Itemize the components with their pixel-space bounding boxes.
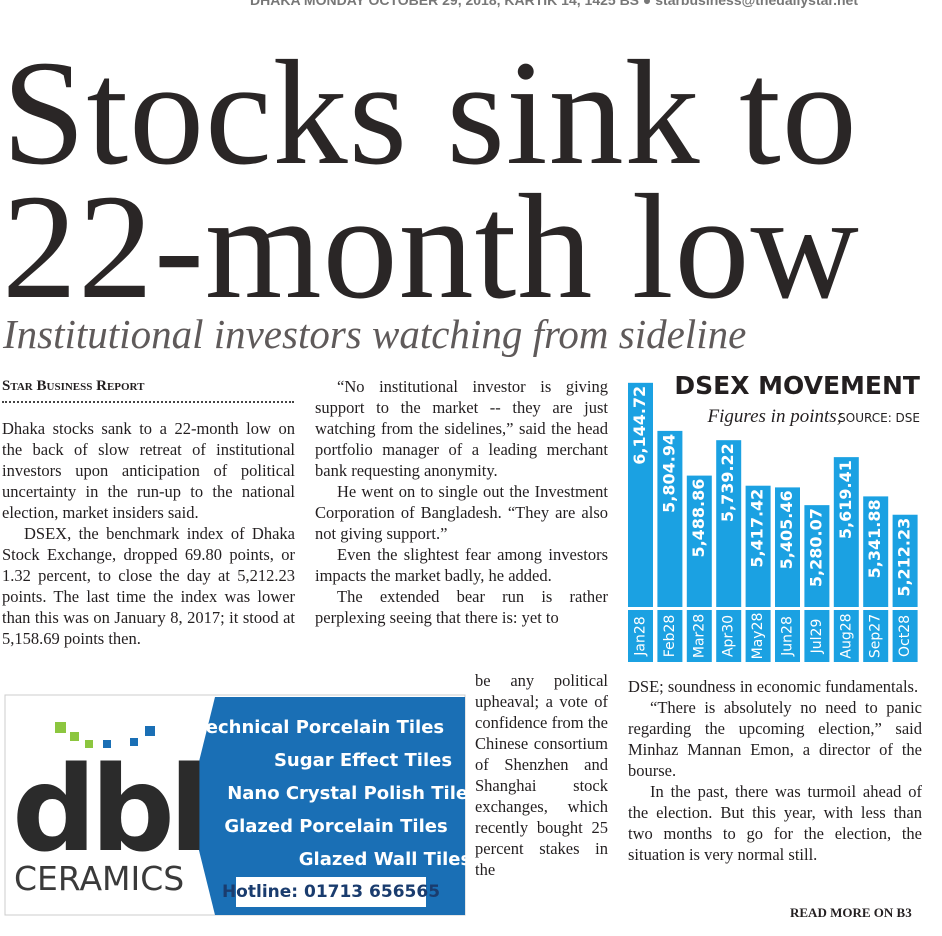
column: DSE; soundness in economic fundamentals.… — [628, 676, 922, 865]
category-box — [745, 610, 771, 662]
ad-hotline: Hotline: 01713 656565 — [222, 882, 440, 902]
value-label: 5,739.22 — [718, 443, 737, 522]
ad-product: Sugar Effect Tiles — [274, 750, 452, 771]
chart-source: SOURCE: DSE — [838, 411, 920, 425]
logo-square — [70, 732, 79, 741]
bar — [716, 440, 742, 607]
byline: Star Business Report — [2, 378, 294, 403]
paragraph: Dhaka stocks sank to a 22-month low on t… — [2, 419, 295, 522]
bar — [775, 487, 800, 607]
x-tick-label: Aug28 — [838, 613, 854, 658]
ad-brand-sub: CERAMICS — [14, 859, 184, 898]
category-box — [716, 610, 742, 662]
x-tick-label: Jan28 — [633, 616, 649, 656]
ad-product: Glazed Wall Tiles — [299, 849, 470, 870]
x-tick-label: May28 — [750, 613, 766, 660]
value-label: 5,341.88 — [865, 499, 884, 578]
value-label: 5,417.42 — [748, 489, 767, 568]
bar — [804, 505, 830, 607]
bar — [628, 382, 653, 607]
ad-product: Nano Crystal Polish Tiles — [227, 783, 470, 804]
value-label: 5,488.86 — [689, 479, 708, 558]
x-tick-label: Jun28 — [780, 616, 796, 657]
ad-product: Technical Porcelain Tiles — [196, 717, 444, 738]
value-label: 5,804.94 — [659, 434, 678, 513]
column: Dhaka stocks sank to a 22-month low on t… — [2, 418, 295, 649]
category-box — [657, 610, 683, 662]
paragraph: In the past, there was turmoil ahead of … — [628, 782, 922, 864]
value-label: 6,144.72 — [630, 386, 649, 465]
category-box — [863, 610, 889, 662]
category-box — [833, 610, 859, 662]
bar — [863, 496, 889, 607]
logo-square — [85, 740, 93, 748]
paragraph: “No institutional investor is giving sup… — [315, 377, 608, 480]
x-tick-label: Sep27 — [868, 614, 884, 658]
category-box — [686, 610, 712, 662]
x-tick-label: Feb28 — [662, 615, 678, 658]
paragraph: Even the slightest fear among investors … — [315, 545, 608, 585]
value-label: 5,212.23 — [895, 518, 914, 597]
headline: 22-month low — [2, 164, 860, 330]
category-box — [775, 610, 800, 662]
category-box — [892, 610, 918, 662]
logo-square — [130, 738, 138, 746]
chart-subtitle: Figures in points; — [707, 406, 843, 427]
headline: Stocks sink to — [2, 30, 858, 196]
paragraph: be any political upheaval; a vote of con… — [475, 671, 608, 879]
paragraph: The extended bear run is rather perplexi… — [315, 587, 608, 627]
bar — [657, 430, 683, 607]
value-label: 5,619.41 — [836, 460, 855, 539]
dateline: DHAKA MONDAY OCTOBER 29, 2018, KARTIK 14… — [250, 0, 858, 8]
frame — [0, 0, 942, 3]
bar — [892, 514, 918, 607]
x-tick-label: Apr30 — [721, 615, 737, 657]
column: “No institutional investor is giving sup… — [315, 376, 608, 628]
bar — [686, 475, 712, 607]
logo-square — [55, 722, 66, 733]
chart-title: DSEX MOVEMENT — [674, 371, 920, 400]
value-label: 5,405.46 — [777, 490, 796, 569]
x-tick-label: Jul29 — [809, 619, 825, 655]
subheadline: Institutional investors watching from si… — [3, 311, 747, 357]
ad-panel — [188, 697, 465, 915]
logo-square — [145, 726, 155, 736]
value-label: 5,280.07 — [806, 508, 825, 587]
hotline-box — [236, 877, 426, 907]
paragraph: DSEX, the benchmark index of Dhaka Stock… — [2, 524, 295, 648]
chart: DSEX MOVEMENT Figures in points; SOURCE:… — [628, 371, 920, 662]
paragraph: He went on to single out the Investment … — [315, 482, 608, 543]
ad-brand: dbl — [12, 740, 203, 878]
logo-square — [103, 740, 111, 748]
category-box — [804, 610, 830, 662]
x-tick-label: Oct28 — [897, 615, 913, 657]
paragraph: DSE; soundness in economic fundamentals. — [628, 677, 919, 696]
bar — [833, 457, 859, 607]
paragraph: “There is absolutely no need to panic re… — [628, 698, 922, 780]
category-box — [628, 610, 653, 662]
x-tick-label: Mar28 — [691, 614, 707, 658]
read-more: READ MORE ON B3 — [790, 905, 912, 920]
bar — [745, 485, 771, 607]
ad-product: Glazed Porcelain Tiles — [224, 816, 447, 837]
column: be any political upheaval; a vote of con… — [475, 670, 608, 880]
advertisement: dbl CERAMICS Technical Porcelain Tiles Su… — [4, 694, 470, 916]
